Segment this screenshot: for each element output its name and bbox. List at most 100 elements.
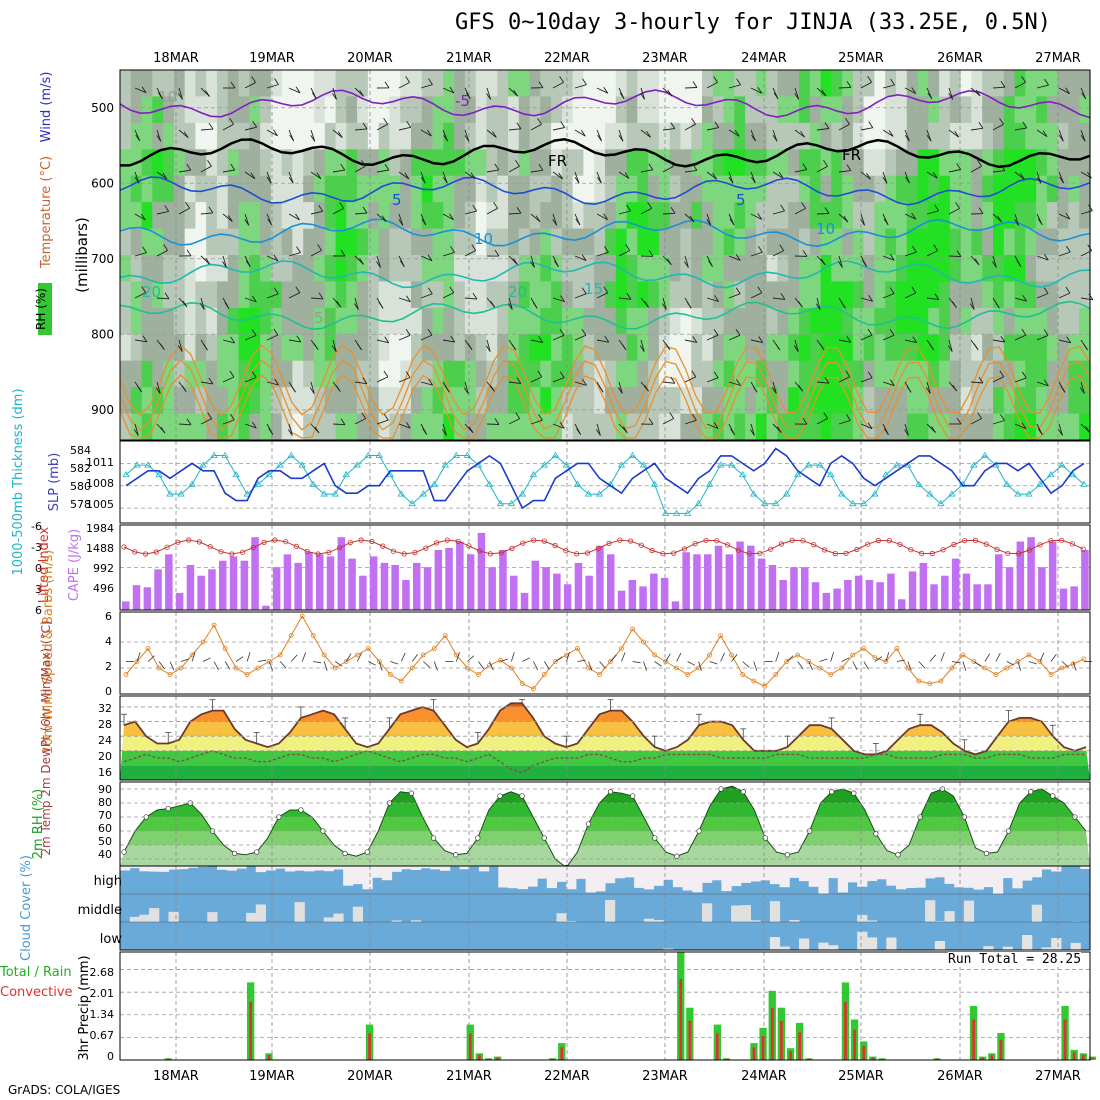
rh-shade-cell bbox=[605, 149, 617, 177]
wind-barb-flag bbox=[559, 329, 565, 336]
rh-shade-cell bbox=[411, 334, 423, 362]
rh-shade-cell bbox=[173, 202, 186, 230]
rh-shade-cell bbox=[691, 334, 703, 362]
wind-barb bbox=[288, 423, 293, 436]
wind-speed-point bbox=[409, 665, 415, 671]
rh-shade-cell bbox=[1046, 228, 1059, 256]
wind-barb-flag bbox=[135, 134, 141, 142]
rh-shade-cell bbox=[799, 360, 811, 388]
wind-barb-flag bbox=[884, 428, 889, 435]
low-cloud-cell bbox=[1051, 938, 1062, 950]
contour-label: -5 bbox=[455, 92, 470, 110]
rh-shade-cell bbox=[378, 70, 391, 97]
rh-shade-cell bbox=[141, 175, 153, 203]
wind-barb-flag bbox=[230, 336, 235, 344]
rh-shade-cell bbox=[195, 387, 207, 415]
wind-barb bbox=[596, 87, 608, 94]
rh-shade-cell bbox=[497, 70, 509, 97]
precip-convective-bar bbox=[688, 1020, 692, 1060]
rh-shade-cell bbox=[357, 307, 369, 335]
wind-barb bbox=[731, 653, 738, 662]
rh-shade-cell bbox=[195, 334, 207, 362]
rh-shade-cell bbox=[270, 96, 283, 124]
wind-barb-flag bbox=[823, 160, 828, 167]
rh-shade-cell bbox=[249, 149, 261, 177]
wind-barb bbox=[313, 661, 322, 664]
rh-point bbox=[254, 849, 260, 855]
high-cloud-cell bbox=[381, 866, 393, 881]
wind-barb bbox=[486, 207, 498, 215]
rh-shade-cell bbox=[637, 281, 649, 309]
lifted-index-point bbox=[865, 541, 871, 547]
wind-barb bbox=[398, 126, 411, 131]
rh-shade-cell bbox=[734, 96, 746, 124]
rh-shade-cell bbox=[939, 281, 951, 309]
rh-shade-cell bbox=[605, 281, 617, 309]
rh-shade-cell bbox=[141, 307, 153, 335]
high-cloud-cell bbox=[575, 866, 587, 879]
rh-shade-cell bbox=[249, 387, 261, 415]
thickness-point bbox=[782, 490, 791, 497]
wind-side-label: Wind (m/s) bbox=[39, 72, 54, 143]
rh-shade-cell bbox=[206, 122, 218, 150]
rh-shade-cell bbox=[206, 70, 218, 97]
rh-shade-cell bbox=[561, 281, 574, 309]
wind-barb bbox=[258, 659, 267, 662]
rh-shade-cell bbox=[378, 387, 391, 415]
wind-barb bbox=[486, 87, 492, 100]
rh-shade-cell bbox=[389, 149, 401, 177]
lifted-index-point bbox=[714, 538, 720, 544]
slp-line bbox=[125, 447, 1085, 510]
wind-barb-flag bbox=[819, 343, 825, 351]
rh-point bbox=[231, 850, 238, 857]
rh-shade-cell bbox=[906, 387, 919, 415]
rh-shade-cell bbox=[971, 202, 983, 230]
wind-barb bbox=[354, 165, 366, 173]
wind-barb bbox=[816, 165, 828, 173]
thickness-line bbox=[125, 454, 1085, 514]
rh-shade-cell bbox=[648, 202, 660, 230]
rh-shade-cell bbox=[1036, 413, 1048, 441]
rh-shade-cell bbox=[648, 360, 660, 388]
rh-shade-cell bbox=[378, 334, 391, 362]
rh-shade-cell bbox=[842, 307, 854, 335]
rh-shade-cell bbox=[971, 149, 983, 177]
rh-shade-cell bbox=[1057, 96, 1070, 124]
wind-barb bbox=[301, 652, 307, 662]
rh-shade-cell bbox=[583, 387, 595, 415]
wind-barb-flag bbox=[291, 385, 296, 393]
wind-barb-flag bbox=[295, 86, 301, 94]
wind-barb bbox=[200, 297, 205, 310]
wind-barb bbox=[478, 661, 485, 670]
rh-shade-cell bbox=[281, 175, 294, 203]
wind-barb bbox=[882, 255, 895, 261]
precip-convective-bar bbox=[981, 1057, 984, 1060]
low-cloud-cell bbox=[886, 937, 897, 950]
rh-shade-cell bbox=[1079, 387, 1091, 415]
rh-shade-cell bbox=[508, 413, 520, 441]
rh-shade-cell bbox=[217, 149, 229, 177]
rh-shade-cell bbox=[335, 360, 347, 388]
rh-shade-cell bbox=[669, 149, 682, 177]
rh-shade-cell bbox=[583, 360, 595, 388]
wind-barb bbox=[698, 661, 702, 671]
rh-shade-cell bbox=[206, 281, 218, 309]
rh-shade-cell bbox=[960, 255, 973, 282]
cape-bar bbox=[704, 554, 712, 610]
rh-shade-cell bbox=[173, 96, 186, 124]
wind-barb-flag bbox=[554, 260, 559, 267]
rh-shade-cell bbox=[518, 228, 531, 256]
rh-shade-cell bbox=[335, 387, 347, 415]
cape-bar bbox=[671, 601, 680, 610]
wind-barb-flag bbox=[381, 215, 387, 222]
cape-bar bbox=[628, 580, 637, 610]
cape-bar bbox=[531, 560, 540, 610]
thickness-point bbox=[672, 509, 681, 516]
rh-shade-cell bbox=[411, 307, 423, 335]
rh-shade-cell bbox=[497, 281, 509, 309]
wind-barb bbox=[772, 210, 785, 215]
thickness-tick-label: 578 bbox=[70, 498, 91, 511]
wind-barb bbox=[904, 292, 917, 299]
precip-convective-bar bbox=[166, 1058, 170, 1060]
rh-shade-cell bbox=[346, 149, 358, 177]
